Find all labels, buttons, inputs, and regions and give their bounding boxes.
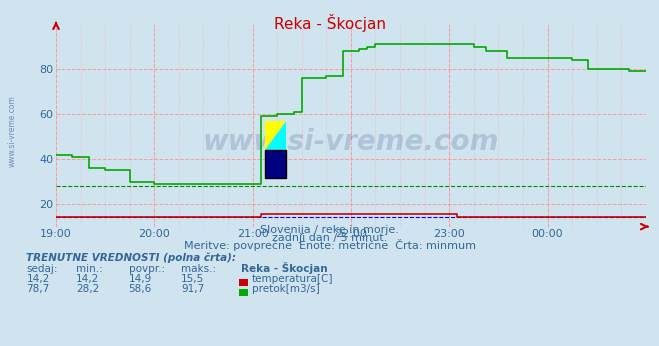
- Text: min.:: min.:: [76, 264, 103, 274]
- Text: 14,2: 14,2: [26, 274, 49, 284]
- Text: pretok[m3/s]: pretok[m3/s]: [252, 284, 320, 294]
- Text: 15,5: 15,5: [181, 274, 204, 284]
- Text: maks.:: maks.:: [181, 264, 216, 274]
- Text: 91,7: 91,7: [181, 284, 204, 294]
- Text: 28,2: 28,2: [76, 284, 99, 294]
- Text: 78,7: 78,7: [26, 284, 49, 294]
- Text: www.si-vreme.com: www.si-vreme.com: [8, 95, 17, 167]
- Text: Meritve: povprečne  Enote: metrične  Črta: minmum: Meritve: povprečne Enote: metrične Črta:…: [183, 239, 476, 252]
- FancyBboxPatch shape: [266, 150, 286, 178]
- Text: www.si-vreme.com: www.si-vreme.com: [203, 128, 499, 156]
- Text: Reka - Škocjan: Reka - Škocjan: [241, 262, 327, 274]
- Text: 14,9: 14,9: [129, 274, 152, 284]
- Text: 14,2: 14,2: [76, 274, 99, 284]
- Text: Slovenija / reke in morje.: Slovenija / reke in morje.: [260, 225, 399, 235]
- Text: 58,6: 58,6: [129, 284, 152, 294]
- Text: povpr.:: povpr.:: [129, 264, 165, 274]
- Text: Reka - Škocjan: Reka - Škocjan: [273, 14, 386, 32]
- Polygon shape: [266, 121, 286, 150]
- Polygon shape: [266, 121, 286, 150]
- Text: temperatura[C]: temperatura[C]: [252, 274, 333, 284]
- Text: sedaj:: sedaj:: [26, 264, 58, 274]
- Text: zadnji dan / 5 minut.: zadnji dan / 5 minut.: [272, 233, 387, 243]
- Text: TRENUTNE VREDNOSTI (polna črta):: TRENUTNE VREDNOSTI (polna črta):: [26, 253, 237, 263]
